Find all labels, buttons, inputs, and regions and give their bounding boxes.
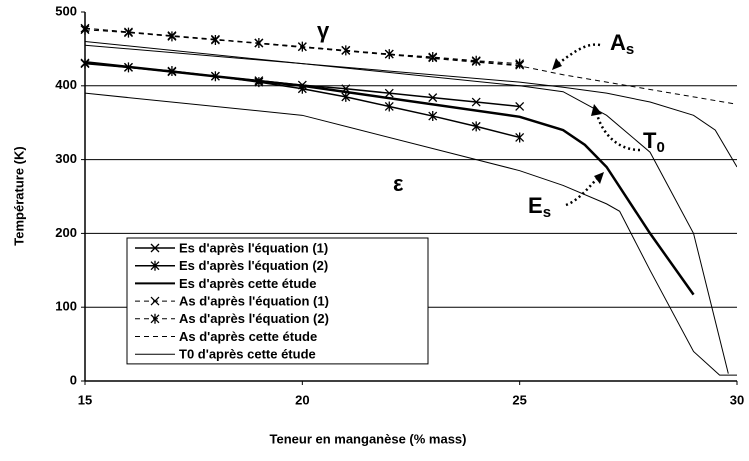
- arrow-as: [554, 43, 601, 68]
- annotation-sub: s: [543, 204, 551, 221]
- marker: [384, 101, 394, 112]
- marker: [515, 58, 525, 69]
- marker: [167, 31, 177, 42]
- marker: [428, 52, 438, 63]
- annotation-text: E: [528, 193, 543, 218]
- legend-label: As d'après l'équation (1): [179, 294, 329, 309]
- annotation: γ: [317, 18, 330, 43]
- x-tick-label: 20: [295, 392, 309, 407]
- legend-label: Es d'après cette étude: [179, 276, 316, 291]
- annotation: Es: [528, 193, 551, 221]
- annotation: As: [610, 30, 634, 58]
- legend-label: As d'après l'équation (2): [179, 311, 329, 326]
- arrows: [554, 43, 641, 207]
- arrow-t0: [594, 109, 641, 152]
- series-line: [85, 27, 737, 105]
- y-tick-label: 0: [70, 372, 77, 387]
- marker: [428, 93, 438, 103]
- marker: [124, 27, 133, 38]
- x-tick-label: 25: [512, 392, 526, 407]
- legend-label: Es d'après l'équation (1): [179, 240, 328, 255]
- series-line: [85, 41, 729, 374]
- legend-label: As d'après cette étude: [179, 329, 317, 344]
- marker: [515, 102, 525, 111]
- x-tick-label: 30: [730, 392, 744, 407]
- marker: [150, 260, 160, 271]
- marker: [471, 55, 481, 66]
- marker: [80, 58, 90, 69]
- series-line: [85, 44, 737, 168]
- annotation-text: γ: [317, 18, 330, 43]
- marker: [150, 313, 160, 324]
- legend-label: Es d'après l'équation (2): [179, 258, 328, 273]
- y-tick-label: 100: [55, 299, 77, 314]
- series-line: [85, 92, 737, 376]
- marker: [384, 88, 394, 98]
- marker: [341, 45, 351, 56]
- annotation-text: ε: [393, 171, 404, 196]
- marker: [471, 121, 481, 132]
- marker: [80, 24, 90, 35]
- legend-box: [126, 237, 429, 365]
- marker: [515, 132, 525, 143]
- marker: [384, 49, 394, 60]
- x-tick-label: 15: [78, 392, 92, 407]
- annotation: ε: [393, 171, 404, 196]
- y-tick-label: 400: [55, 77, 77, 92]
- marker: [150, 243, 160, 253]
- y-tick-label: 500: [55, 3, 77, 18]
- marker: [341, 91, 351, 102]
- marker: [428, 111, 438, 122]
- annotation-text: T: [643, 128, 657, 153]
- annotation-sub: s: [626, 41, 634, 58]
- arrow-head: [552, 58, 562, 70]
- annotation-sub: 0: [656, 139, 664, 156]
- annotation: T0: [643, 128, 665, 156]
- arrow-es: [565, 175, 601, 207]
- y-tick-label: 300: [55, 151, 77, 166]
- annotation-text: A: [610, 30, 626, 55]
- y-tick-label: 200: [55, 225, 77, 240]
- y-axis-label: Température (K): [11, 146, 26, 245]
- marker: [297, 41, 307, 52]
- marker: [150, 296, 160, 306]
- legend-label: T0 d'après cette étude: [179, 347, 316, 362]
- arrow-head: [594, 172, 604, 184]
- marker: [471, 97, 481, 107]
- series-line: [85, 60, 695, 296]
- marker: [254, 37, 264, 48]
- x-axis-label: Teneur en manganèse (% mass): [270, 431, 467, 446]
